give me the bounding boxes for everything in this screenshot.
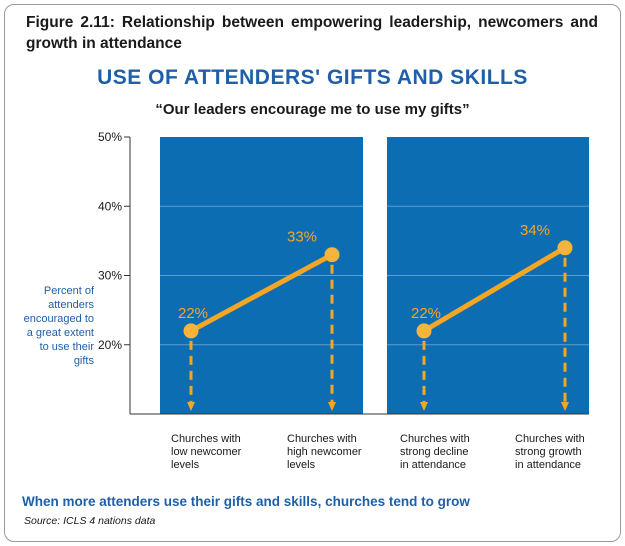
y-tick-label: 20% [98, 338, 122, 352]
category-label: Churches with low newcomer levels [171, 433, 242, 471]
category-label-line: Churches with [400, 433, 470, 445]
category-label: Churches with high newcomer levels [287, 433, 362, 471]
data-label: 33% [287, 229, 317, 246]
data-point-1-1 [557, 240, 573, 256]
series-line-1 [188, 252, 335, 334]
data-point-1-0 [416, 323, 432, 339]
y-tick-label: 30% [98, 269, 122, 283]
chart-caption: When more attenders use their gifts and … [22, 494, 470, 509]
category-label: Churches with strong decline in attendance [400, 433, 470, 471]
category-label-line: high newcomer [287, 446, 362, 458]
category-label-line: Churches with [287, 433, 357, 445]
series-line-2 [421, 245, 568, 334]
y-axis-label: Percent of attenders encouraged to a gre… [23, 285, 94, 367]
y-tick-label: 40% [98, 199, 122, 213]
category-label-line: strong growth [515, 446, 582, 458]
category-label: Churches with strong growth in attendance [515, 433, 585, 471]
data-label: 22% [178, 305, 208, 322]
category-label-line: levels [171, 459, 200, 471]
drop-arrow-0-1 [328, 402, 336, 411]
category-label-line: in attendance [515, 459, 581, 471]
data-point-0-1 [324, 247, 340, 263]
data-label: 22% [411, 305, 441, 322]
data-point-0-0 [183, 323, 199, 339]
category-label-line: strong decline [400, 446, 469, 458]
y-tick-label: 50% [98, 130, 122, 144]
drop-arrow-0-0 [187, 402, 195, 411]
drop-arrow-1-1 [561, 402, 569, 411]
data-label: 34% [520, 222, 550, 239]
chart-title: USE OF ATTENDERS' GIFTS AND SKILLS [97, 66, 528, 89]
drop-arrow-1-0 [420, 402, 428, 411]
category-label-line: levels [287, 459, 316, 471]
category-label-line: low newcomer [171, 446, 242, 458]
figure-title: Figure 2.11: Relationship between empowe… [26, 14, 598, 52]
chart-subtitle: “Our leaders encourage me to use my gift… [155, 101, 470, 118]
source-note: Source: ICLS 4 nations data [24, 515, 156, 527]
category-label-line: Churches with [171, 433, 241, 445]
category-label-line: Churches with [515, 433, 585, 445]
category-label-line: in attendance [400, 459, 466, 471]
